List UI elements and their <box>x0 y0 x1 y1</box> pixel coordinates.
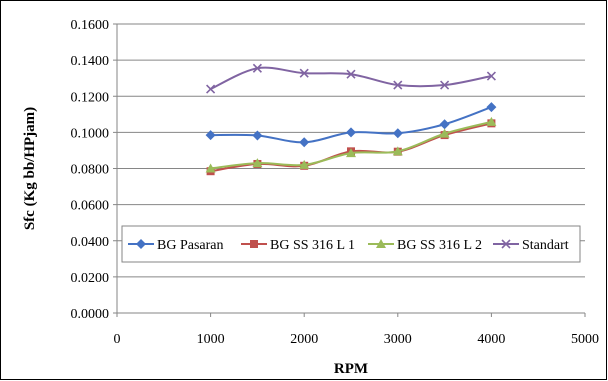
data-point <box>252 130 263 141</box>
y-axis-label: Sfc (Kg bb/HPjam) <box>22 107 38 230</box>
legend-label: BG SS 316 L 2 <box>397 238 482 253</box>
data-point <box>299 159 310 169</box>
data-point <box>486 116 497 126</box>
legend: BG Pasaran BG SS 316 L 1 BG SS 316 L 2 Stan… <box>121 225 581 263</box>
data-point <box>346 127 356 138</box>
data-point <box>392 146 403 156</box>
data-point <box>252 63 262 73</box>
y-tick-label: 0.0200 <box>71 271 110 286</box>
y-tick-label: 0.1400 <box>71 54 110 69</box>
x-tick-label: 4000 <box>477 332 505 347</box>
legend-label: BG SS 316 L 1 <box>270 238 355 253</box>
legend-marker <box>376 239 386 248</box>
data-point <box>299 137 310 148</box>
legend-marker <box>501 239 511 249</box>
data-point <box>393 80 403 90</box>
data-point <box>486 71 496 81</box>
legend-marker <box>136 239 146 249</box>
x-tick-label: 3000 <box>384 332 412 347</box>
data-point <box>486 102 497 113</box>
data-point <box>299 68 309 78</box>
y-tick-label: 0.1200 <box>71 90 110 105</box>
x-tick-label: 1000 <box>197 332 225 347</box>
data-point <box>205 163 216 173</box>
data-point <box>439 128 450 138</box>
x-tick-label: 5000 <box>571 332 599 347</box>
series-group <box>205 63 497 176</box>
data-point <box>392 128 403 139</box>
data-point <box>439 119 450 130</box>
data-point <box>205 130 216 141</box>
data-point <box>206 84 216 94</box>
y-tick-label: 0.0800 <box>71 163 110 178</box>
y-tick-label: 0.1000 <box>71 126 110 141</box>
y-tick-label: 0.0400 <box>71 235 110 250</box>
x-tick-label: 2000 <box>290 332 318 347</box>
legend-label: Standart <box>522 238 569 253</box>
data-point <box>346 148 356 158</box>
axes: 0.0000 0.0200 0.0400 0.0600 0.0800 0.1000 0.12… <box>71 18 600 347</box>
y-tick-label: 0.1600 <box>71 18 110 33</box>
legend-marker <box>250 240 258 248</box>
x-tick-label: 0 <box>114 332 121 347</box>
y-tick-label: 0.0000 <box>71 307 110 322</box>
x-axis-label: RPM <box>334 361 368 377</box>
legend-label: BG Pasaran <box>157 238 224 253</box>
y-tick-label: 0.0600 <box>71 199 110 214</box>
data-point <box>440 80 450 90</box>
data-point <box>346 69 356 79</box>
data-point <box>252 158 263 168</box>
